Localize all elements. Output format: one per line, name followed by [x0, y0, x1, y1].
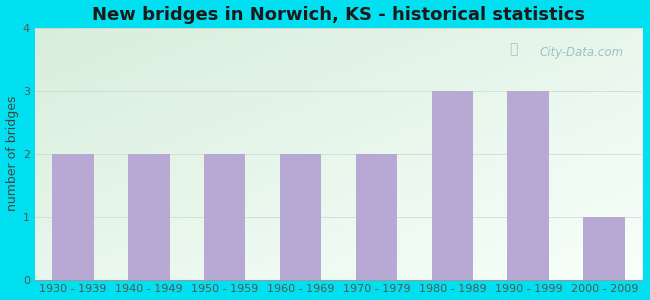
Text: City-Data.com: City-Data.com: [540, 46, 624, 59]
Title: New bridges in Norwich, KS - historical statistics: New bridges in Norwich, KS - historical …: [92, 6, 585, 24]
Bar: [52, 154, 94, 280]
Bar: [280, 154, 321, 280]
Bar: [203, 154, 246, 280]
Bar: [128, 154, 170, 280]
Y-axis label: number of bridges: number of bridges: [6, 96, 19, 212]
Bar: [356, 154, 397, 280]
Text: ⦾: ⦾: [510, 42, 517, 56]
Bar: [508, 91, 549, 280]
Bar: [432, 91, 473, 280]
Bar: [584, 217, 625, 280]
